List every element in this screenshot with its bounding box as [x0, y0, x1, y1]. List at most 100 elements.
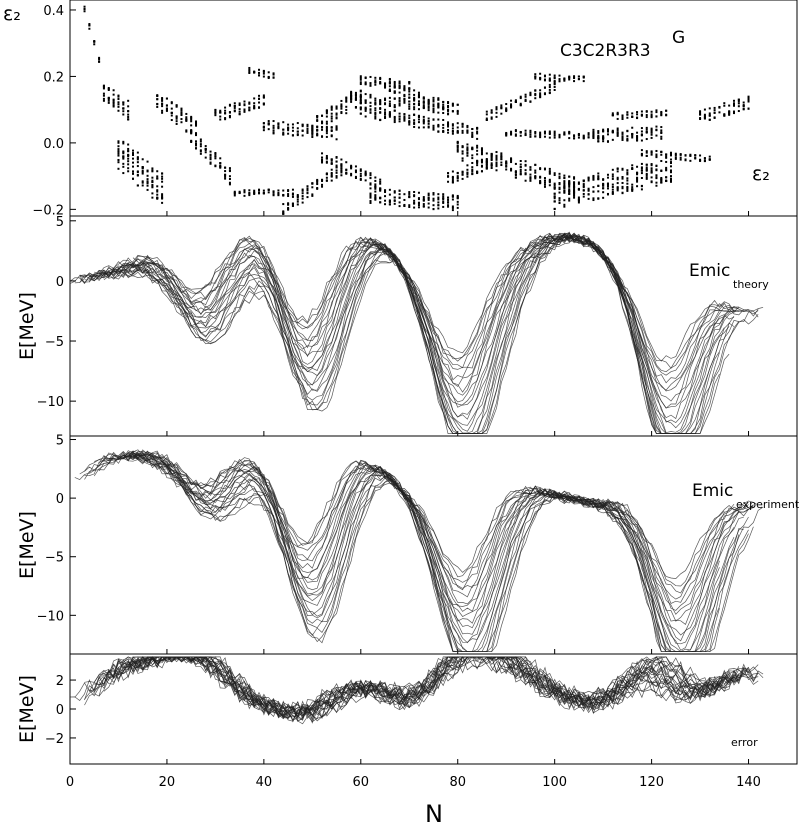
deformation-point: [340, 170, 343, 173]
deformation-point: [224, 166, 227, 169]
deformation-point: [291, 134, 294, 137]
deformation-point: [311, 128, 314, 131]
deformation-point: [422, 97, 425, 100]
deformation-point: [146, 184, 149, 187]
deformation-point: [359, 168, 362, 171]
deformation-point: [636, 136, 639, 139]
deformation-point: [107, 88, 110, 91]
deformation-point: [117, 154, 120, 157]
deformation-point: [626, 188, 629, 191]
deformation-point: [442, 201, 445, 204]
deformation-point: [335, 128, 338, 131]
deformation-point: [573, 137, 576, 140]
deformation-point: [330, 112, 333, 115]
deformation-point: [98, 58, 101, 61]
deformation-point: [369, 183, 372, 186]
deformation-point: [626, 189, 629, 192]
deformation-point: [437, 201, 440, 204]
deformation-point: [393, 202, 396, 205]
deformation-point: [510, 130, 513, 133]
deformation-point: [161, 180, 164, 183]
deformation-point: [451, 110, 454, 113]
deformation-point: [577, 199, 580, 202]
deformation-point: [374, 115, 377, 118]
deformation-point: [597, 172, 600, 175]
deformation-point: [679, 158, 682, 161]
deformation-point: [345, 100, 348, 103]
deformation-point: [660, 132, 663, 135]
deformation-point: [243, 108, 246, 111]
deformation-point: [408, 107, 411, 110]
deformation-point: [447, 172, 450, 175]
deformation-point: [180, 107, 183, 110]
deformation-point: [156, 189, 159, 192]
deformation-point: [384, 203, 387, 206]
deformation-point: [195, 120, 198, 123]
deformation-point: [219, 111, 222, 114]
deformation-point: [393, 84, 396, 87]
deformation-point: [466, 173, 469, 176]
deformation-point: [621, 168, 624, 171]
deformation-point: [529, 100, 532, 103]
deformation-point: [228, 175, 231, 178]
deformation-point: [330, 173, 333, 176]
deformation-point: [330, 159, 333, 162]
deformation-point: [384, 199, 387, 202]
deformation-point: [737, 102, 740, 105]
deformation-point: [243, 110, 246, 113]
emic-experiment-series-line: [132, 455, 744, 653]
deformation-point: [224, 177, 227, 180]
deformation-point: [112, 89, 115, 92]
deformation-point: [471, 131, 474, 134]
deformation-point: [737, 100, 740, 103]
deformation-point: [413, 108, 416, 111]
deformation-point: [490, 109, 493, 112]
deformation-point: [136, 165, 139, 168]
deformation-point: [451, 198, 454, 201]
deformation-point: [447, 123, 450, 126]
deformation-point: [316, 132, 319, 135]
deformation-point: [248, 66, 251, 69]
deformation-point: [563, 133, 566, 136]
deformation-point: [442, 200, 445, 203]
deformation-point: [640, 162, 643, 165]
deformation-point: [117, 103, 120, 106]
deformation-point: [548, 133, 551, 136]
deformation-point: [156, 103, 159, 106]
deformation-point: [413, 99, 416, 102]
deformation-point: [296, 194, 299, 197]
deformation-point: [558, 74, 561, 77]
deformation-point: [369, 105, 372, 108]
deformation-point: [359, 102, 362, 105]
deformation-point: [374, 179, 377, 182]
deformation-point: [272, 129, 275, 132]
deformation-point: [393, 104, 396, 107]
deformation-point: [514, 170, 517, 173]
emic-experiment-series-line: [132, 456, 754, 653]
deformation-point: [369, 192, 372, 195]
deformation-point: [291, 192, 294, 195]
deformation-point: [398, 80, 401, 83]
deformation-point: [325, 173, 328, 176]
deformation-point: [432, 109, 435, 112]
deformation-point: [291, 193, 294, 196]
deformation-point: [437, 123, 440, 126]
deformation-point: [335, 176, 338, 179]
deformation-point: [398, 112, 401, 115]
deformation-point: [640, 177, 643, 180]
deformation-point: [282, 210, 285, 213]
deformation-point: [432, 192, 435, 195]
deformation-point: [311, 194, 314, 197]
deformation-point: [582, 179, 585, 182]
deformation-point: [427, 206, 430, 209]
deformation-point: [267, 120, 270, 123]
deformation-point: [127, 163, 130, 166]
deformation-point: [141, 171, 144, 174]
deformation-point: [199, 145, 202, 148]
deformation-point: [127, 99, 130, 102]
deformation-point: [393, 119, 396, 122]
deformation-point: [471, 173, 474, 176]
deformation-point: [422, 115, 425, 118]
deformation-point: [287, 203, 290, 206]
deformation-point: [592, 178, 595, 181]
